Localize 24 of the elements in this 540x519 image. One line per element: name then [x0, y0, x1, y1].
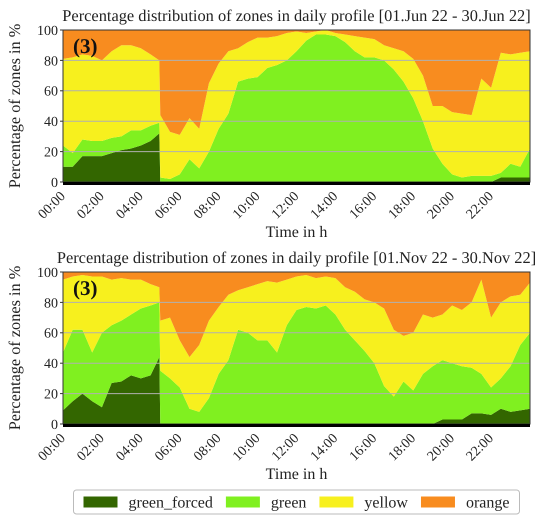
- y-axis-title: Percentage of zones in %: [5, 24, 24, 188]
- annotation: (3): [73, 276, 98, 300]
- y-tick-label: 0: [51, 176, 58, 191]
- y-tick-label: 20: [44, 388, 58, 402]
- chart-title: Percentage distribution of zones in daily profile [01.Jun 22 - 30.Jun 22]: [62, 6, 531, 25]
- y-tick-label: 40: [44, 357, 58, 372]
- legend-label: yellow: [364, 494, 408, 512]
- annotation: (3): [73, 34, 98, 58]
- y-tick-label: 20: [44, 146, 58, 160]
- y-tick-label: 100: [37, 24, 58, 39]
- y-tick-label: 100: [37, 266, 58, 281]
- x-axis-title: Time in h: [266, 466, 328, 483]
- y-tick-label: 60: [44, 326, 58, 342]
- y-tick-label: 40: [44, 115, 58, 130]
- legend-label: orange: [466, 494, 510, 512]
- legend-label: green: [270, 494, 306, 512]
- y-tick-label: 80: [44, 296, 58, 312]
- y-axis-title: Percentage of zones in %: [5, 266, 24, 430]
- chart-title: Percentage distribution of zones in daily profile [01.Nov 22 - 30.Nov 22]: [56, 248, 536, 267]
- y-tick-label: 0: [51, 418, 58, 433]
- y-tick-label: 60: [44, 84, 58, 100]
- x-axis-title: Time in h: [266, 224, 328, 241]
- y-tick-label: 80: [44, 54, 58, 70]
- legend-label: green_forced: [128, 494, 213, 512]
